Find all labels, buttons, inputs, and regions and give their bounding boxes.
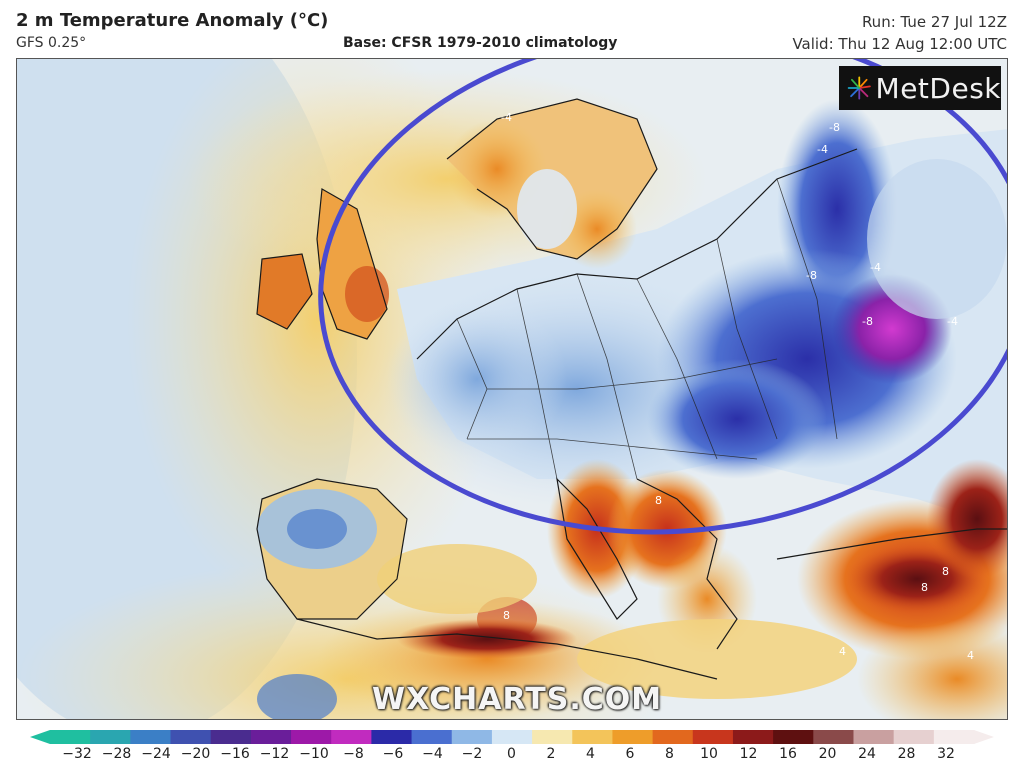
contour-label: -8 [829, 121, 840, 134]
colorbar [30, 730, 994, 744]
highlight-ellipse [318, 59, 1007, 535]
spain-cold-core [287, 509, 347, 549]
colorbar-cell [250, 730, 292, 744]
colorbar-tick-label: 2 [546, 746, 556, 762]
colorbar-cell [813, 730, 854, 744]
colorbar-ticks: −32 −28 −24 −20 −16 −12 −10 −8 −6 −4 −2 0 2 4 6 8 10 12 16… [0, 746, 1024, 772]
contour-label: -8 [862, 315, 873, 328]
burst-icon [847, 76, 871, 100]
colorbar-cell [853, 730, 895, 744]
anomaly-map[interactable]: -8 -8 -4 -4 -4 -4 -8 8 8 8 4 4 8 [16, 58, 1008, 720]
colorbar-cell [371, 730, 413, 744]
russia-cool-patch [867, 159, 1007, 319]
valid-time: Valid: Thu 12 Aug 12:00 UTC [792, 35, 1007, 53]
colorbar-tick-label: 32 [937, 746, 955, 762]
colorbar-cell [90, 730, 131, 744]
sweden-cool-patch [517, 169, 577, 249]
contour-label: 4 [967, 649, 974, 662]
colorbar-tick-label: 8 [665, 746, 674, 762]
colorbar-tick-label: 20 [818, 746, 837, 762]
colorbar-cell [652, 730, 694, 744]
contour-label: 8 [503, 609, 510, 622]
eastern-mediterranean [577, 619, 857, 699]
colorbar-tick-label: 0 [507, 746, 516, 762]
contour-label: -4 [501, 111, 512, 124]
colorbar-cell [210, 730, 252, 744]
colorbar-cell [532, 730, 573, 744]
colorbar-tick-label: 4 [586, 746, 595, 762]
contour-label: 8 [942, 565, 949, 578]
colorbar-tick-label: −16 [220, 746, 250, 762]
logo-text: MetDesk [875, 71, 1001, 105]
western-mediterranean [377, 544, 537, 614]
colorbar-cell [491, 730, 533, 744]
model-label: GFS 0.25° [16, 35, 87, 51]
colorbar-max-arrow [974, 730, 994, 744]
middle-east-warm [857, 619, 1007, 719]
algeria-very-hot [397, 619, 577, 659]
france-cool [387, 299, 567, 459]
colorbar-cell [773, 730, 814, 744]
watermark: WXCHARTS.COM [372, 682, 663, 717]
colorbar-cell [291, 730, 332, 744]
map-canvas: -8 -8 -4 -4 -4 -4 -8 8 8 8 4 4 8 [17, 59, 1007, 719]
colorbar-tick-label: −6 [382, 746, 404, 762]
colorbar-tick-label: 24 [858, 746, 876, 762]
colorbar-tick-label: 28 [897, 746, 916, 762]
colorbar-cell [933, 730, 975, 744]
climatology-base: Base: CFSR 1979-2010 climatology [343, 35, 618, 51]
romania-cold-region [647, 359, 827, 479]
colorbar-min-arrow [30, 730, 50, 744]
contour-label: -4 [870, 261, 881, 274]
contour-label: 8 [655, 494, 662, 507]
colorbar-tick-label: −20 [180, 746, 211, 762]
colorbar-tick-label: −2 [461, 746, 483, 762]
ireland [257, 254, 312, 329]
colorbar-cell [572, 730, 613, 744]
contour-label: 4 [839, 645, 846, 658]
colorbar-cell [732, 730, 774, 744]
colorbar-tick-label: −4 [422, 746, 443, 762]
colorbar-cell [451, 730, 493, 744]
colorbar-tick-label: −10 [299, 746, 329, 762]
metdesk-logo: MetDesk [839, 66, 1001, 110]
country-borders [456, 178, 838, 480]
colorbar-cell [612, 730, 654, 744]
colorbar-tick-label: 6 [625, 746, 635, 762]
colorbar-cell [893, 730, 935, 744]
coastlines [256, 98, 1007, 680]
colorbar-cell [331, 730, 372, 744]
colorbar-cell [130, 730, 172, 744]
contour-label: -8 [806, 269, 817, 282]
colorbar-tick-label: −32 [62, 746, 92, 762]
contour-label: 8 [921, 581, 928, 594]
contour-label: -4 [817, 143, 828, 156]
colorbar-cell [692, 730, 734, 744]
colorbar-tick-label: 12 [739, 746, 758, 762]
colorbar-cell [170, 730, 212, 744]
chart-header: 2 m Temperature Anomaly (°C) GFS 0.25° B… [0, 0, 1024, 58]
colorbar-cell [50, 730, 91, 744]
east-turkey-very-hot [927, 459, 1007, 579]
colorbar-tick-label: 16 [779, 746, 797, 762]
colorbar-cell [411, 730, 453, 744]
colorbar-tick-label: −28 [101, 746, 132, 762]
contour-label: -4 [947, 315, 958, 328]
chart-title: 2 m Temperature Anomaly (°C) [16, 10, 329, 31]
colorbar-tick-label: −8 [343, 746, 364, 762]
run-time: Run: Tue 27 Jul 12Z [861, 13, 1007, 31]
contour-labels: -8 -8 -4 -4 -4 -4 -8 8 8 8 4 4 8 [501, 111, 974, 662]
colorbar-tick-label: −12 [259, 746, 290, 762]
colorbar-tick-label: 10 [700, 746, 718, 762]
morocco-cold-patch [257, 674, 337, 719]
colorbar-tick-label: −24 [141, 746, 171, 762]
